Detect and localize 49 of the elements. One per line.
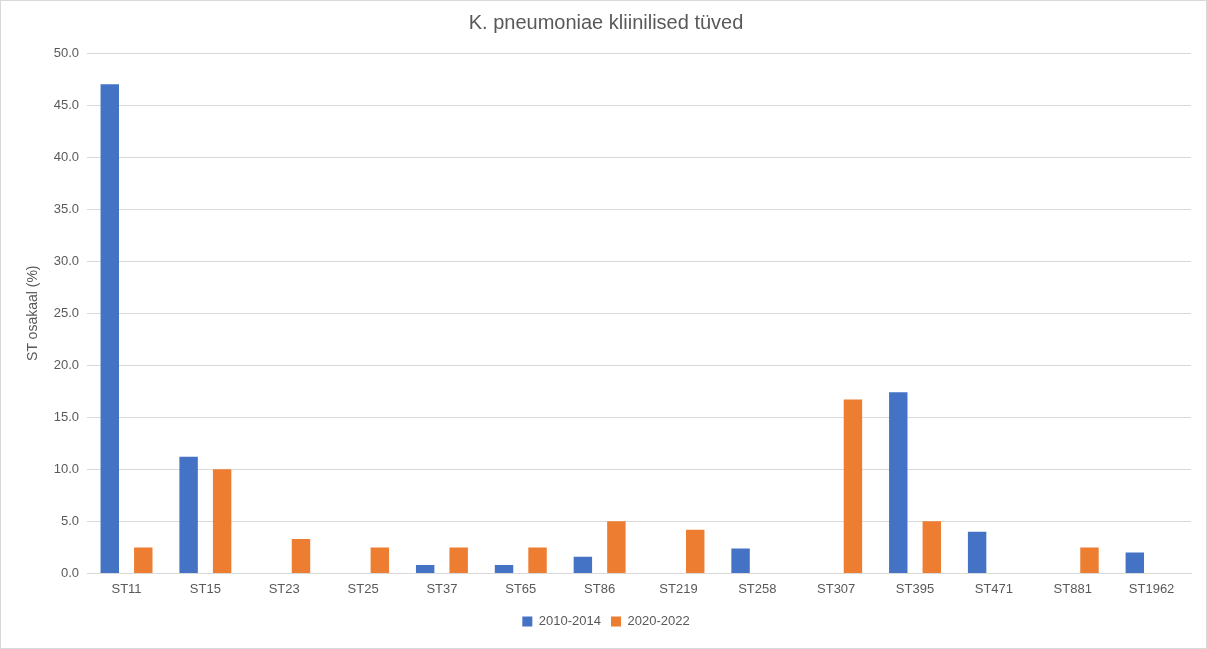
bar (100, 84, 119, 573)
legend-label: 2010-2014 (538, 613, 601, 629)
x-tick-label: ST1962 (1128, 580, 1175, 596)
bar (1125, 552, 1145, 573)
bar (179, 456, 198, 573)
y-tick-label: 15.0 (53, 408, 80, 424)
bar (212, 469, 232, 573)
y-tick-label: 50.0 (53, 44, 80, 60)
bar (686, 529, 705, 573)
x-tick-label: ST37 (426, 580, 458, 596)
y-tick-label: 30.0 (53, 252, 80, 268)
bar (922, 521, 941, 573)
y-tick-label: 35.0 (53, 200, 80, 216)
bar (573, 556, 593, 573)
bar (291, 539, 311, 573)
y-tick-label: 0.0 (61, 564, 80, 580)
x-tick-label: ST65 (505, 580, 537, 596)
bar (607, 521, 626, 573)
bar (449, 547, 468, 573)
y-tick-label: 10.0 (53, 460, 80, 476)
y-tick-label: 40.0 (53, 148, 80, 164)
bar (528, 547, 547, 573)
x-tick-label: ST23 (268, 580, 300, 596)
bar (134, 547, 153, 573)
bar (494, 565, 514, 573)
x-tick-label: ST881 (1053, 580, 1092, 596)
bar (843, 399, 863, 573)
x-tick-label: ST15 (189, 580, 221, 596)
x-tick-label: ST258 (738, 580, 777, 596)
bar (370, 547, 390, 573)
bar (731, 548, 750, 573)
bar (415, 565, 435, 573)
x-tick-label: ST86 (584, 580, 616, 596)
x-tick-label: ST307 (817, 580, 856, 596)
y-axis-title: ST osakaal (%) (24, 265, 41, 361)
y-tick-label: 45.0 (53, 96, 80, 112)
legend-label: 2020-2022 (627, 613, 690, 629)
bar (967, 531, 987, 573)
chart-title: K. pneumoniae kliinilised tüved (468, 10, 744, 33)
y-tick-label: 20.0 (53, 356, 80, 372)
y-tick-label: 25.0 (53, 304, 80, 320)
x-tick-label: ST471 (974, 580, 1014, 596)
x-tick-label: ST219 (659, 580, 698, 596)
x-tick-label: ST395 (895, 580, 935, 596)
bar (1080, 547, 1099, 573)
x-tick-label: ST25 (347, 580, 379, 596)
bar (889, 392, 908, 573)
y-tick-label: 5.0 (61, 512, 80, 528)
x-tick-label: ST11 (111, 580, 142, 596)
